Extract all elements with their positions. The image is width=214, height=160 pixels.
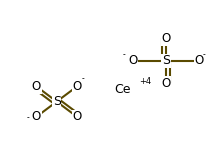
Text: -: - bbox=[203, 50, 206, 59]
Text: S: S bbox=[162, 54, 170, 67]
Text: -: - bbox=[122, 50, 125, 59]
Text: S: S bbox=[53, 95, 61, 108]
Text: O: O bbox=[73, 80, 82, 93]
Text: -: - bbox=[27, 113, 29, 122]
Text: O: O bbox=[194, 54, 204, 67]
Text: O: O bbox=[73, 110, 82, 123]
Text: O: O bbox=[32, 110, 41, 123]
Text: +4: +4 bbox=[139, 77, 151, 86]
Text: -: - bbox=[81, 74, 84, 84]
Text: Ce: Ce bbox=[114, 83, 131, 96]
Text: O: O bbox=[161, 77, 171, 90]
Text: O: O bbox=[32, 80, 41, 93]
Text: O: O bbox=[128, 54, 137, 67]
Text: O: O bbox=[161, 32, 171, 45]
